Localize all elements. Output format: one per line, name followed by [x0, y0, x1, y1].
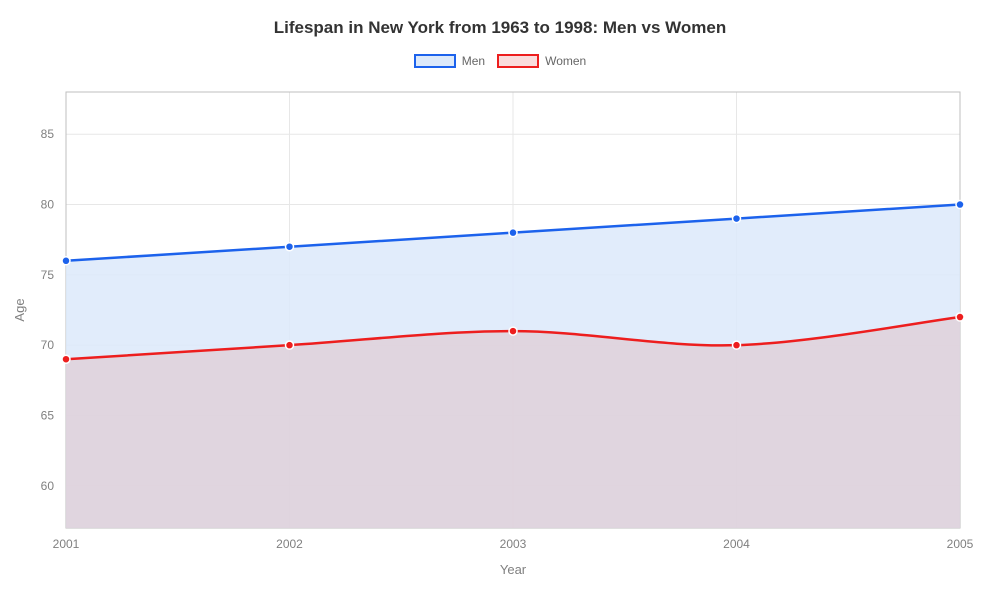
- y-axis-label: Age: [12, 298, 27, 321]
- point-women-0[interactable]: [62, 355, 70, 363]
- point-men-4[interactable]: [956, 201, 964, 209]
- x-axis-label: Year: [500, 562, 527, 577]
- point-men-3[interactable]: [733, 215, 741, 223]
- svg-text:75: 75: [41, 268, 55, 282]
- legend-label-women: Women: [545, 54, 586, 68]
- point-men-2[interactable]: [509, 229, 517, 237]
- point-men-0[interactable]: [62, 257, 70, 265]
- point-men-1[interactable]: [286, 243, 294, 251]
- chart-container: Lifespan in New York from 1963 to 1998: …: [0, 0, 1000, 600]
- svg-text:80: 80: [41, 198, 55, 212]
- legend-item-men[interactable]: Men: [414, 54, 485, 68]
- point-women-3[interactable]: [733, 341, 741, 349]
- chart-svg: 60 65 70 75 80 85 2001 2002 2003 2004 2005 Year Age: [0, 68, 1000, 588]
- svg-text:2002: 2002: [276, 537, 303, 551]
- svg-text:85: 85: [41, 127, 55, 141]
- svg-text:65: 65: [41, 408, 55, 422]
- legend: Men Women: [0, 54, 1000, 68]
- legend-label-men: Men: [462, 54, 485, 68]
- legend-swatch-women: [497, 54, 539, 68]
- legend-item-women[interactable]: Women: [497, 54, 586, 68]
- point-women-4[interactable]: [956, 313, 964, 321]
- svg-text:70: 70: [41, 338, 55, 352]
- svg-text:2003: 2003: [500, 537, 527, 551]
- legend-swatch-men: [414, 54, 456, 68]
- svg-text:60: 60: [41, 479, 55, 493]
- point-women-2[interactable]: [509, 327, 517, 335]
- svg-text:2001: 2001: [53, 537, 80, 551]
- svg-text:2005: 2005: [947, 537, 974, 551]
- point-women-1[interactable]: [286, 341, 294, 349]
- svg-text:2004: 2004: [723, 537, 750, 551]
- chart-title: Lifespan in New York from 1963 to 1998: …: [0, 0, 1000, 38]
